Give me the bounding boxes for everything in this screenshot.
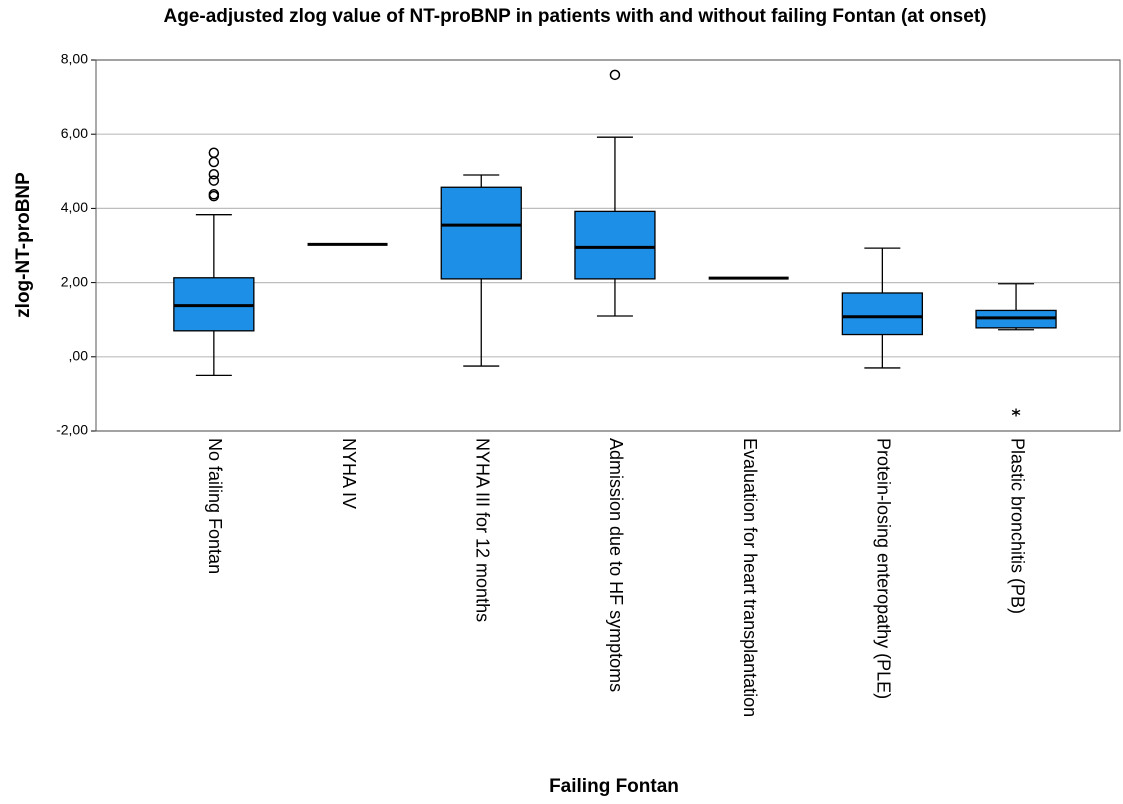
y-tick-label: 2,00	[61, 273, 88, 289]
box	[574, 210, 656, 280]
y-tick-label: -2,00	[56, 422, 88, 438]
y-tick-label: ,00	[69, 348, 89, 364]
y-tick-label: 6,00	[61, 125, 88, 141]
box	[440, 186, 522, 280]
box	[841, 292, 923, 336]
x-tick-label: NYHA III for 12 months	[473, 438, 493, 622]
outlier	[208, 189, 220, 200]
outlier	[208, 175, 220, 186]
x-tick-label: No failing Fontan	[205, 438, 225, 574]
outlier	[208, 147, 220, 158]
extreme	[1011, 408, 1021, 417]
y-axis-title: zlog-NT-proBNP	[13, 172, 34, 318]
outlier	[208, 169, 220, 180]
y-tick-label: 4,00	[61, 199, 88, 215]
x-tick-label: Protein-losing enteropathy (PLE)	[874, 438, 894, 699]
x-tick-label: NYHA IV	[339, 438, 359, 509]
plot-frame	[95, 59, 1121, 432]
x-tick-label: Evaluation for heart transplantation	[740, 438, 760, 717]
x-tick-label: Plastic bronchitis (PB)	[1007, 438, 1027, 614]
x-axis-title: Failing Fontan	[549, 776, 679, 797]
y-tick-label: 8,00	[61, 51, 88, 67]
chart-title: Age-adjusted zlog value of NT-proBNP in …	[164, 6, 987, 27]
outlier	[609, 69, 621, 81]
outlier	[208, 156, 220, 168]
x-tick-label: Admission due to HF symptoms	[606, 438, 626, 692]
